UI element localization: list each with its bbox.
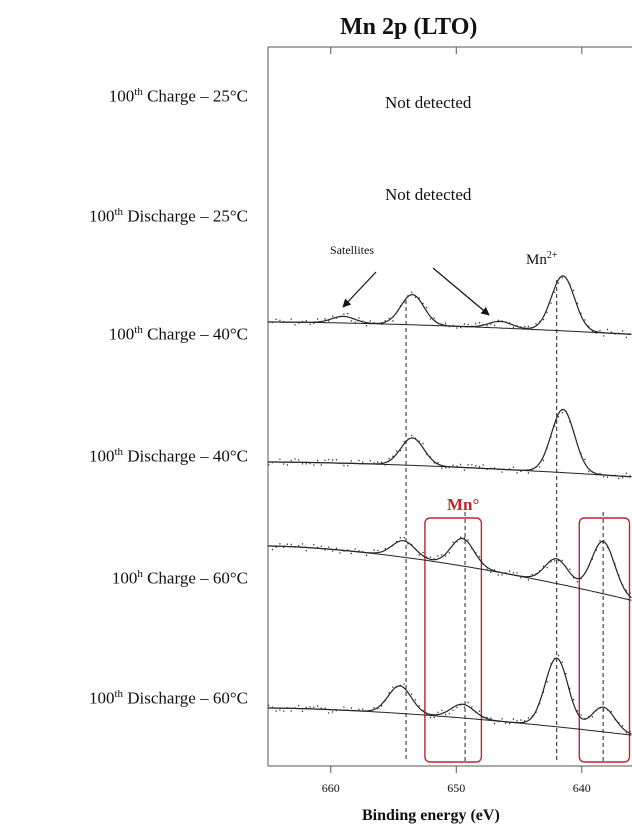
mn2-annotation: Mn2+ — [526, 250, 558, 268]
data-points-3 — [268, 410, 631, 480]
background-line-3 — [268, 461, 632, 478]
fit-line-4 — [268, 537, 632, 599]
highlight-box-0 — [424, 517, 483, 763]
data-points-2 — [268, 277, 631, 339]
satellite-arrow-right — [432, 267, 490, 316]
not-detected-discharge-25: Not detected — [385, 185, 472, 204]
reference-lines — [405, 280, 604, 762]
row-label-0: 100th Charge – 25°C — [108, 86, 248, 106]
fit-line-3 — [268, 408, 632, 478]
row-label-5: 100th Discharge – 60°C — [88, 688, 248, 708]
row-label-2: 100th Charge – 40°C — [108, 324, 248, 344]
satellite-arrow-left — [342, 271, 377, 308]
x-tick-label-1: 650 — [447, 781, 465, 795]
fit-line-5 — [268, 657, 632, 735]
highlight-boxes — [424, 517, 631, 763]
highlight-box-1 — [578, 517, 631, 763]
row-label-3: 100th Discharge – 40°C — [88, 446, 248, 466]
row-label-1: 100th Discharge – 25°C — [88, 206, 248, 226]
background-line-2 — [268, 321, 632, 335]
x-axis-label: Binding energy (eV) — [362, 807, 500, 824]
x-axis-ticks: 660 650 640 — [322, 47, 591, 795]
fit-line-2 — [268, 275, 632, 335]
background-line-4 — [268, 545, 632, 601]
data-points-4 — [268, 536, 631, 594]
row-label-4: 100h Charge – 60°C — [111, 568, 248, 588]
satellites-annotation: Satellites — [330, 243, 374, 257]
spectrum-traces — [268, 275, 632, 736]
x-tick-label-2: 640 — [573, 781, 591, 795]
mn0-annotation: Mn° — [447, 495, 480, 514]
x-tick-label-0: 660 — [322, 781, 340, 795]
data-points-5 — [268, 654, 631, 734]
not-detected-charge-25: Not detected — [385, 93, 472, 112]
chart-title: Mn 2p (LTO) — [340, 14, 478, 40]
